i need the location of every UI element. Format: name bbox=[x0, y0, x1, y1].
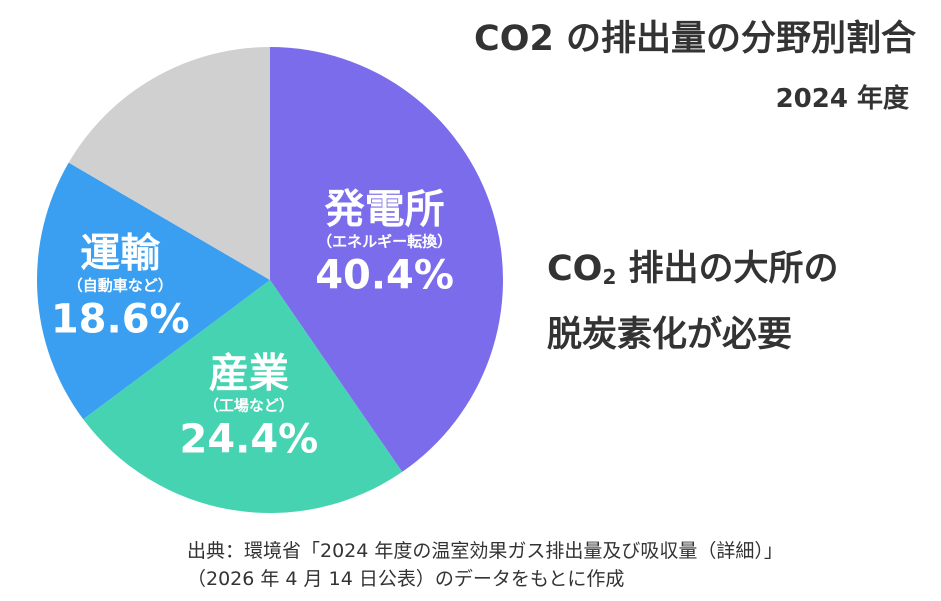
chart-subtitle: 2024 年度 bbox=[775, 84, 909, 114]
source-note: 出典：環境省「2024 年度の温室効果ガス排出量及び吸収量（詳細）」 （2026… bbox=[187, 537, 783, 593]
slice-value-2: 24.4% bbox=[179, 416, 318, 462]
slice-sub-3: （自動車など） bbox=[68, 276, 173, 294]
source-line1: 出典：環境省「2024 年度の温室効果ガス排出量及び吸収量（詳細）」 bbox=[187, 540, 783, 562]
source-line2: （2026 年 4 月 14 日公表）のデータをもとに作成 bbox=[187, 568, 625, 590]
pie-label-3: 運輸（自動車など） 18.6% bbox=[51, 230, 190, 342]
slice-name-3: 運輸 bbox=[80, 230, 161, 276]
key-message-line1: CO2 排出の大所の bbox=[547, 240, 839, 306]
slice-sub-1: （エネルギー転換） bbox=[317, 232, 452, 250]
key-message-subscript: 2 bbox=[602, 265, 617, 289]
pie-label-2: 産業（工場など） 24.4% bbox=[179, 350, 318, 462]
slice-sub-2: （工場など） bbox=[204, 396, 294, 414]
slice-value-1: 40.4% bbox=[315, 252, 454, 298]
chart-title: CO2 の排出量の分野別割合 bbox=[474, 19, 916, 59]
key-message-co: CO bbox=[547, 249, 603, 289]
pie-slice-2 bbox=[83, 280, 403, 513]
key-message: CO2 排出の大所の 脱炭素化が必要 bbox=[547, 240, 839, 364]
key-message-line1-text: 排出の大所の bbox=[616, 249, 839, 289]
pie-slice-3 bbox=[36, 162, 270, 420]
slice-value-3: 18.6% bbox=[51, 296, 190, 342]
slice-name-2: 産業 bbox=[209, 350, 289, 396]
pie-slice-1 bbox=[270, 47, 503, 472]
pie-label-1: 発電所（エネルギー転換） 40.4% bbox=[315, 186, 454, 298]
key-message-line2: 脱炭素化が必要 bbox=[547, 315, 793, 355]
slice-name-1: 発電所 bbox=[325, 186, 445, 232]
pie-slice-4 bbox=[68, 46, 270, 280]
